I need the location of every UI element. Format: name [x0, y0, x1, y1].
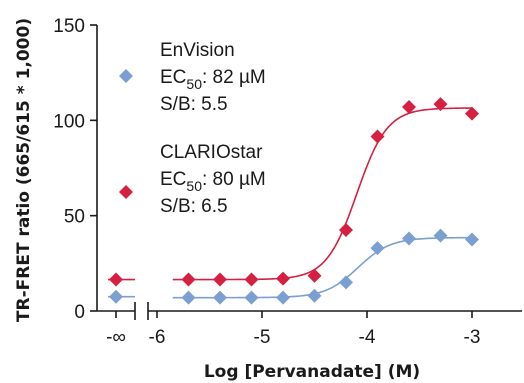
- legend-series-name: CLARIOstar: [160, 142, 263, 163]
- fit-curve: [172, 236, 472, 299]
- data-point: [402, 99, 416, 114]
- data-point: [307, 288, 322, 303]
- data-point: [181, 290, 196, 305]
- data-point: [465, 106, 479, 121]
- legend: EnVision EC50: 82 µMS/B: 5.5 CLARIOstar EC5…: [119, 40, 266, 217]
- legend-sb: S/B: 6.5: [160, 196, 228, 217]
- data-point-neg-inf: [109, 289, 123, 304]
- data-point: [244, 290, 259, 305]
- data-point: [276, 271, 290, 286]
- x-tick-label: -∞: [106, 327, 126, 348]
- data-point: [181, 272, 196, 287]
- data-point: [402, 231, 416, 246]
- data-point: [213, 290, 227, 305]
- x-tick-label: -6: [149, 327, 166, 348]
- y-axis-title: TR-FRET ratio (665/615 * 1,000): [14, 18, 34, 322]
- data-point: [339, 222, 353, 237]
- fit-curve: [172, 107, 473, 281]
- y-tick-label: 50: [64, 207, 85, 228]
- x-tick-label: -3: [464, 327, 481, 348]
- data-point-neg-inf: [109, 272, 123, 287]
- legend-marker: [119, 185, 133, 199]
- data-point: [244, 272, 259, 287]
- x-tick-label: -5: [254, 327, 271, 348]
- data-points: [109, 97, 479, 305]
- y-tick-label: 0: [74, 302, 85, 323]
- axes: 0 50 100 150 -∞ -6 -5 -4 -3 Log [Pervanadate] (M)…: [14, 16, 522, 382]
- legend-ec50: EC50: 82 µM: [160, 67, 266, 92]
- data-point: [370, 129, 385, 144]
- legend-ec50: EC50: 80 µM: [160, 169, 266, 194]
- x-tick-label: -4: [359, 327, 376, 348]
- data-point: [433, 97, 448, 112]
- data-point: [370, 241, 385, 256]
- y-tick-label: 100: [53, 111, 85, 132]
- data-point: [465, 232, 479, 247]
- data-point: [276, 290, 290, 305]
- legend-marker: [119, 69, 133, 83]
- data-point: [213, 272, 227, 287]
- data-point: [339, 275, 353, 290]
- data-point: [433, 228, 448, 243]
- data-point: [307, 268, 322, 283]
- y-tick-label: 150: [53, 16, 85, 37]
- x-axis-title: Log [Pervanadate] (M): [204, 362, 420, 382]
- legend-sb: S/B: 5.5: [160, 94, 228, 115]
- legend-series-name: EnVision: [160, 40, 235, 61]
